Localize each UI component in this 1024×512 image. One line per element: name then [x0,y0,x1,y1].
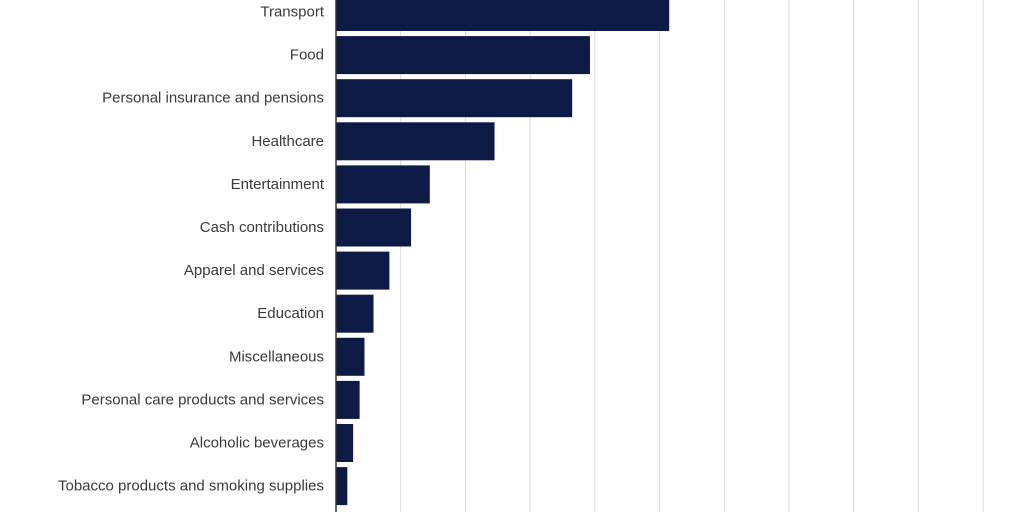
bar [336,36,590,75]
category-label: Miscellaneous [229,348,324,365]
category-label: Personal insurance and pensions [102,90,324,107]
gridlines [400,0,984,512]
category-label: Transport [260,4,324,21]
bar [336,165,430,204]
category-label: Food [290,47,324,64]
bar [336,467,348,506]
category-label: Entertainment [231,176,325,193]
bar [336,0,670,31]
category-label: Cash contributions [200,219,324,236]
category-label: Education [257,305,324,322]
bar [336,79,573,118]
bar [336,380,360,419]
category-labels: Transport Food Personal insurance and pens… [58,4,325,495]
bar [336,251,390,290]
category-label: Healthcare [251,133,324,150]
category-label: Apparel and services [184,262,324,279]
category-label: Alcoholic beverages [190,435,324,452]
bar [336,337,365,376]
bar [336,122,495,161]
bar [336,208,412,247]
category-label: Personal care products and services [81,391,324,408]
bars [336,0,670,506]
category-label: Tobacco products and smoking supplies [58,478,324,495]
bar [336,294,374,333]
bar [336,424,354,462]
